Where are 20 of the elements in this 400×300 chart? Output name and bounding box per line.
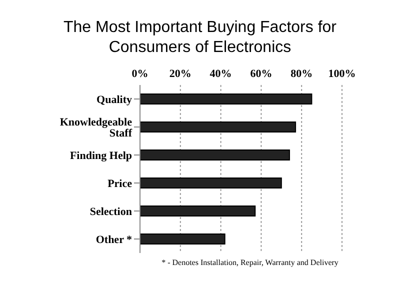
- text: * - Denotes Installation, Repair, Warranty and Delivery: [160, 258, 340, 267]
- chart-title: The Most Important Buying Factors for Consumers of Electronics: [62, 18, 338, 58]
- bar: [140, 177, 282, 188]
- y-tick-label: Price: [108, 178, 132, 190]
- x-tick-label: 60%: [250, 68, 272, 80]
- y-tick-label: Quality: [96, 94, 132, 106]
- x-tick-label: 0%: [132, 68, 148, 80]
- x-tick-label: 100%: [328, 68, 356, 80]
- bar: [140, 93, 312, 104]
- bar: [140, 149, 290, 160]
- x-tick-label: 20%: [169, 68, 192, 80]
- bar: [140, 233, 226, 244]
- y-tick-label: Finding Help: [70, 150, 132, 162]
- y-tick-label: Selection: [90, 206, 132, 218]
- bar: [140, 205, 256, 216]
- y-tick-label: Knowledgeable Staff: [60, 116, 132, 140]
- x-tick-label: 80%: [290, 68, 313, 80]
- bar: [140, 121, 296, 132]
- y-tick-label: Other *: [96, 234, 132, 246]
- x-tick-label: 40%: [210, 68, 232, 80]
